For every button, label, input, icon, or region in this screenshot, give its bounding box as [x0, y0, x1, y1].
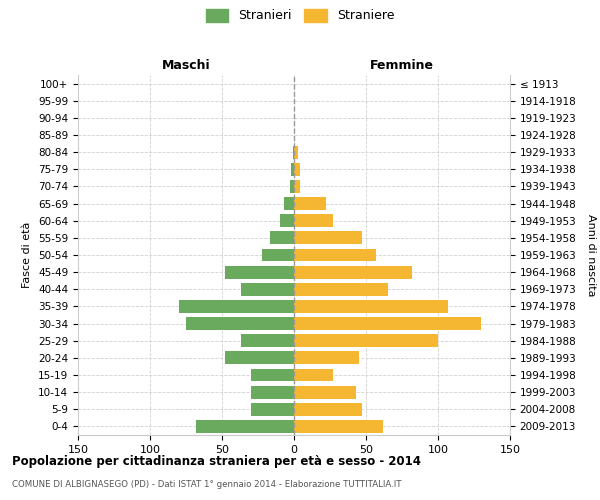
Bar — [241, 334, 294, 347]
Bar — [280, 214, 294, 227]
Text: Popolazione per cittadinanza straniera per età e sesso - 2014: Popolazione per cittadinanza straniera p… — [12, 455, 421, 468]
Text: COMUNE DI ALBIGNASEGO (PD) - Dati ISTAT 1° gennaio 2014 - Elaborazione TUTTITALI: COMUNE DI ALBIGNASEGO (PD) - Dati ISTAT … — [12, 480, 401, 489]
Bar — [294, 300, 448, 313]
Bar — [294, 232, 362, 244]
Bar — [269, 232, 294, 244]
Bar — [294, 214, 333, 227]
Bar — [225, 266, 294, 278]
Bar — [251, 368, 294, 382]
Bar — [196, 420, 294, 433]
Bar — [241, 283, 294, 296]
Bar — [294, 180, 300, 193]
Bar — [294, 352, 359, 364]
Bar — [294, 163, 300, 175]
Bar — [262, 248, 294, 262]
Bar — [291, 163, 294, 175]
Bar — [294, 146, 298, 158]
Text: Femmine: Femmine — [370, 58, 434, 71]
Bar — [294, 248, 376, 262]
Bar — [294, 334, 438, 347]
Bar — [290, 180, 294, 193]
Bar — [251, 386, 294, 398]
Bar — [294, 368, 333, 382]
Bar — [294, 266, 412, 278]
Bar — [186, 317, 294, 330]
Bar — [294, 283, 388, 296]
Legend: Stranieri, Straniere: Stranieri, Straniere — [206, 8, 394, 22]
Bar — [225, 352, 294, 364]
Text: Maschi: Maschi — [161, 58, 211, 71]
Bar — [294, 317, 481, 330]
Bar — [284, 197, 294, 210]
Bar — [294, 420, 383, 433]
Bar — [293, 146, 294, 158]
Bar — [251, 403, 294, 415]
Y-axis label: Fasce di età: Fasce di età — [22, 222, 32, 288]
Bar — [179, 300, 294, 313]
Bar — [294, 403, 362, 415]
Bar — [294, 386, 356, 398]
Bar — [294, 197, 326, 210]
Y-axis label: Anni di nascita: Anni di nascita — [586, 214, 596, 296]
